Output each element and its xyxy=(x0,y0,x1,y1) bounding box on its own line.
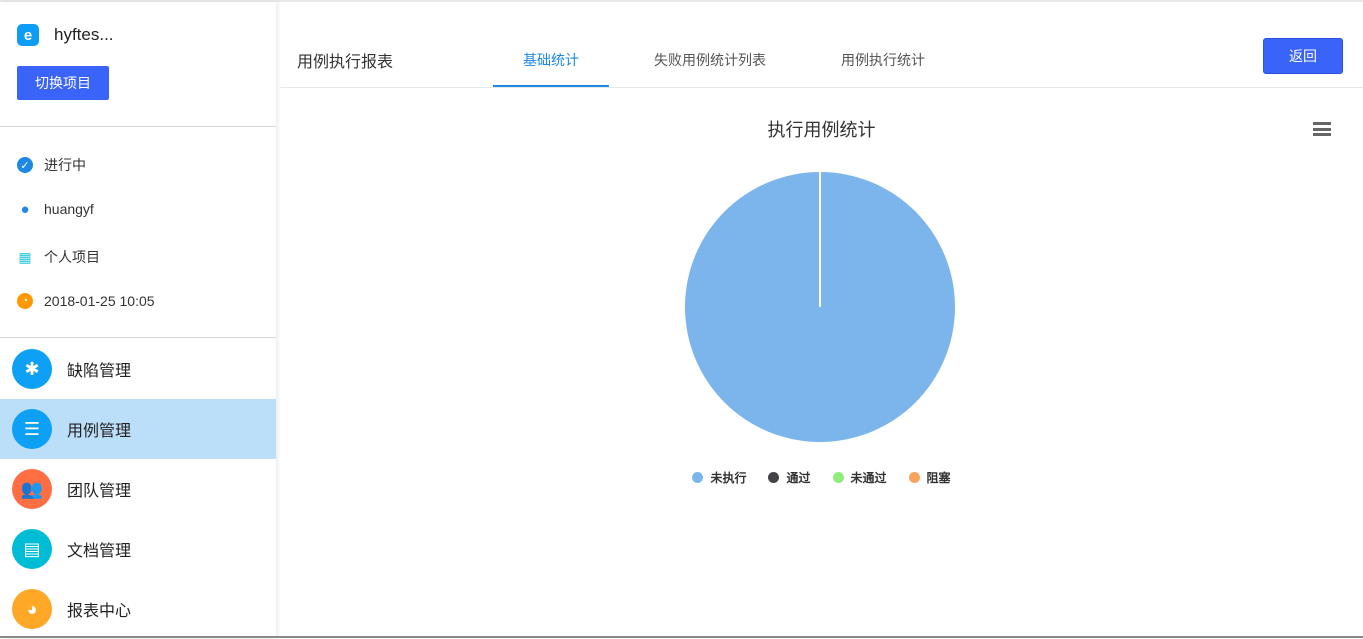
clock-icon: ◔ xyxy=(17,293,33,309)
nav-team-management[interactable]: 👥 团队管理 xyxy=(0,459,276,519)
nav-case-management[interactable]: ☰ 用例管理 xyxy=(0,399,276,459)
bottom-border xyxy=(0,636,1363,638)
project-name: hyftes... xyxy=(54,25,114,44)
legend-label: 通过 xyxy=(786,471,811,485)
legend-item[interactable]: 未执行 xyxy=(692,469,746,486)
type-info: ▦ 个人项目 xyxy=(17,247,100,267)
tab-failed-cases[interactable]: 失败用例统计列表 xyxy=(654,52,766,68)
chart-title: 执行用例统计 xyxy=(767,120,876,140)
divider xyxy=(0,126,276,127)
grid-icon: ▦ xyxy=(18,248,32,265)
nav-report-center[interactable]: ◕ 报表中心 xyxy=(0,579,276,639)
legend-item[interactable]: 通过 xyxy=(768,469,811,486)
pie-chart xyxy=(685,172,955,442)
report-header: 用例执行报表 基础统计 失败用例统计列表 用例执行统计 返回 xyxy=(280,2,1363,88)
legend-dot-icon xyxy=(832,472,844,483)
project-logo-icon: e xyxy=(17,24,39,46)
top-border xyxy=(0,0,1363,2)
legend-label: 未通过 xyxy=(850,471,887,485)
nav-bug-management[interactable]: ✱ 缺陷管理 xyxy=(0,339,276,399)
legend-item[interactable]: 未通过 xyxy=(832,469,887,486)
legend-item[interactable]: 阻塞 xyxy=(908,469,951,486)
bug-icon: ✱ xyxy=(12,349,52,389)
list-icon: ☰ xyxy=(12,409,52,449)
check-circle-icon: ✓ xyxy=(17,157,33,173)
nav-label: 报表中心 xyxy=(67,603,132,620)
tab-basic-stats[interactable]: 基础统计 xyxy=(523,52,579,68)
chart-legend: 未执行 通过 未通过 阻塞 xyxy=(280,469,1363,486)
nav-label: 团队管理 xyxy=(67,483,132,500)
back-button[interactable]: 返回 xyxy=(1263,38,1343,74)
nav-document-management[interactable]: ▤ 文档管理 xyxy=(0,519,276,579)
main-content: 用例执行报表 基础统计 失败用例统计列表 用例执行统计 返回 执行用例统计 未执… xyxy=(280,2,1363,638)
page-title: 用例执行报表 xyxy=(297,54,394,71)
switch-project-button[interactable]: 切换项目 xyxy=(17,66,109,100)
legend-dot-icon xyxy=(768,472,780,483)
owner-info: ● huangyf xyxy=(17,200,94,218)
nav-label: 用例管理 xyxy=(67,423,132,440)
active-tab-indicator xyxy=(493,85,609,87)
legend-label: 阻塞 xyxy=(926,471,951,485)
nav-label: 缺陷管理 xyxy=(67,363,132,380)
type-text: 个人项目 xyxy=(44,249,100,265)
owner-text: huangyf xyxy=(44,201,94,217)
sidebar: e hyftes... 切换项目 ✓ 进行中 ● huangyf ▦ 个人项目 … xyxy=(0,2,276,638)
project-header: e hyftes... xyxy=(17,24,114,46)
date-text: 2018-01-25 10:05 xyxy=(44,293,155,309)
legend-dot-icon xyxy=(908,472,920,483)
legend-dot-icon xyxy=(692,472,704,483)
chart-menu-icon[interactable] xyxy=(1313,122,1331,136)
status-text: 进行中 xyxy=(44,157,86,173)
date-info: ◔ 2018-01-25 10:05 xyxy=(17,293,155,309)
document-icon: ▤ xyxy=(12,529,52,569)
pie-chart-icon: ◕ xyxy=(12,589,52,629)
status-info: ✓ 进行中 xyxy=(17,155,86,175)
legend-label: 未执行 xyxy=(710,471,747,485)
divider xyxy=(0,337,276,338)
user-icon: ● xyxy=(20,200,30,218)
nav-label: 文档管理 xyxy=(67,543,132,560)
team-icon: 👥 xyxy=(12,469,52,509)
tab-execution-stats[interactable]: 用例执行统计 xyxy=(841,52,925,68)
